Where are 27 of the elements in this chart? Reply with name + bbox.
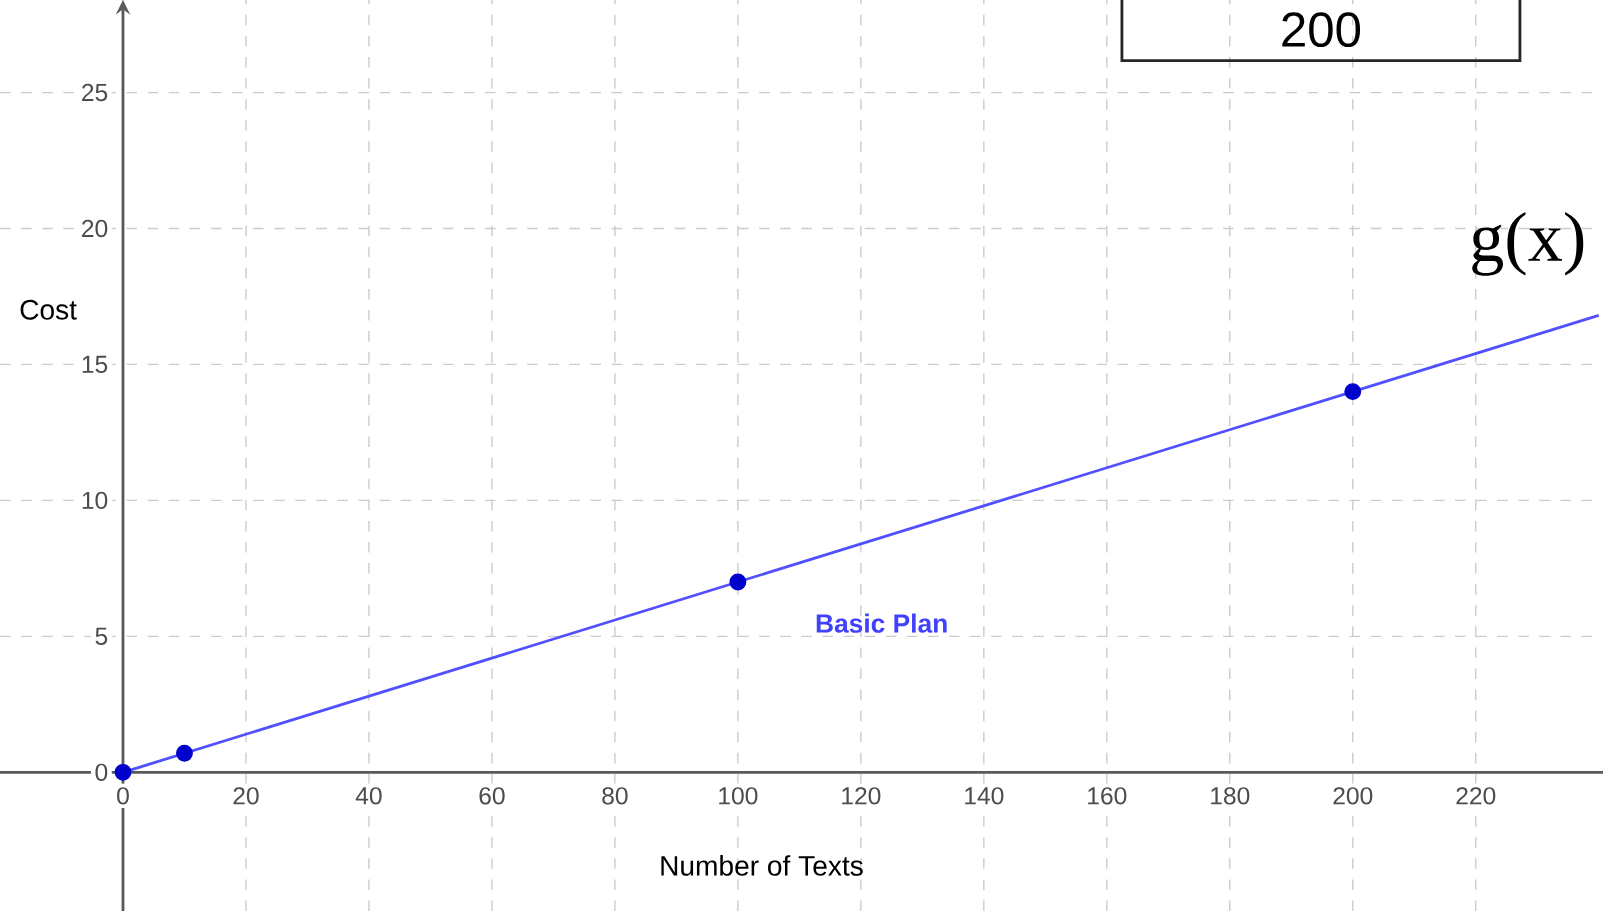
x-tick-label: 0 — [117, 787, 129, 805]
x-tick-label: 60 — [479, 787, 505, 805]
y-tick-label: 10 — [82, 491, 108, 510]
y-tick-label: 15 — [82, 355, 108, 373]
x-axis-title: Number of Texts — [661, 855, 863, 876]
y-tick-label: 5 — [95, 627, 108, 645]
annotation: 200 — [1282, 12, 1361, 48]
x-tick-label: 200 — [1333, 787, 1373, 805]
x-tick-label: 100 — [719, 787, 758, 805]
series-label: g(x) — [1472, 211, 1584, 276]
point — [114, 763, 132, 781]
annotation: Basic Plan — [816, 613, 947, 633]
y-tick-label: 0 — [95, 763, 108, 782]
x-tick-label: 180 — [1211, 787, 1250, 805]
y-tick-label: 20 — [82, 219, 108, 238]
point — [176, 744, 193, 762]
x-tick-label: 120 — [842, 787, 881, 805]
point — [729, 573, 747, 591]
x-tick-label: 160 — [1088, 787, 1127, 805]
y-axis-title: Cost — [20, 299, 77, 320]
point — [1344, 383, 1362, 401]
x-tick-label: 140 — [965, 787, 1004, 805]
x-tick-label: 220 — [1456, 787, 1496, 805]
x-tick-label: 40 — [355, 787, 382, 805]
y-tick-label: 25 — [82, 83, 108, 102]
x-tick-label: 80 — [602, 787, 628, 805]
x-tick-label: 20 — [233, 787, 259, 805]
